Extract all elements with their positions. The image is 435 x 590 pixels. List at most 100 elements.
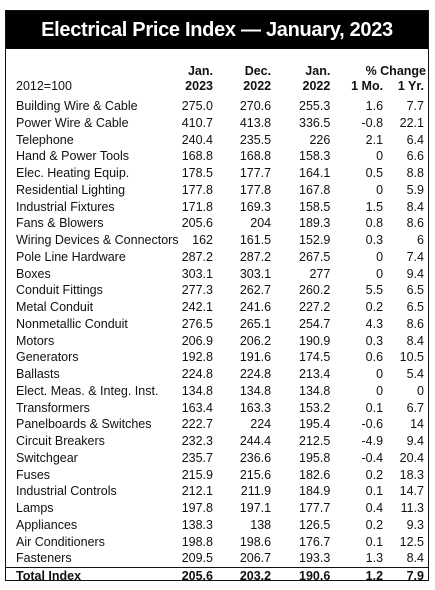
cell-jan2023: 192.8 bbox=[181, 350, 213, 365]
table-row: Pole Line Hardware 287.2 287.2 267.5 0 7.4 bbox=[6, 249, 428, 266]
cell-yr: 8.6 bbox=[406, 216, 424, 231]
cell-jan2023: 242.1 bbox=[181, 300, 213, 314]
cell-dec2022: 270.6 bbox=[239, 99, 272, 113]
cell-jan2023: 168.8 bbox=[181, 149, 213, 164]
cell-name: Wiring Devices & Connectors bbox=[16, 233, 179, 247]
cell-yr: 11.3 bbox=[400, 501, 424, 515]
page-title: Electrical Price Index — January, 2023 bbox=[6, 11, 428, 49]
col-dec2022-header-top: Dec. bbox=[244, 64, 272, 78]
cell-yr: 6.7 bbox=[406, 400, 424, 415]
cell-yr: 9.3 bbox=[406, 517, 424, 532]
table-row: Fuses 215.9 215.6 182.6 0.2 18.3 bbox=[6, 467, 428, 484]
cell-name: Fasteners bbox=[16, 551, 72, 566]
table-row: Industrial Fixtures 171.8 169.3 158.5 1.5 8.4 bbox=[6, 199, 428, 216]
col-jan2023-header-top: Jan. bbox=[187, 64, 213, 78]
cell-mo: 4.3 bbox=[365, 316, 384, 331]
cell-mo: 0 bbox=[376, 266, 384, 281]
table-row: Switchgear 235.7 236.6 195.8 -0.4 20.4 bbox=[6, 450, 428, 467]
cell-yr: 8.4 bbox=[406, 551, 424, 566]
cell-yr: 7.9 bbox=[387, 566, 428, 585]
cell-mo: 0.2 bbox=[365, 517, 384, 532]
cell-jan2023: 212.1 bbox=[181, 484, 213, 499]
table-row: Fans & Blowers 205.6 204 189.3 0.8 8.6 bbox=[6, 215, 428, 232]
pct-change-header: % Change bbox=[365, 64, 426, 78]
cell-jan2023: 197.8 bbox=[181, 501, 213, 515]
table-row: Motors 206.9 206.2 190.9 0.3 8.4 bbox=[6, 333, 428, 350]
cell-name: Power Wire & Cable bbox=[16, 115, 129, 130]
cell-yr: 7.4 bbox=[406, 249, 424, 264]
cell-yr: 8.4 bbox=[406, 199, 424, 214]
cell-dec2022: 215.6 bbox=[239, 467, 272, 482]
cell-name: Switchgear bbox=[16, 450, 78, 465]
cell-jan2022: 193.3 bbox=[299, 551, 331, 566]
cell-mo: 0 bbox=[376, 249, 384, 264]
cell-mo: 0.1 bbox=[365, 400, 384, 415]
cell-jan2023: 287.2 bbox=[181, 249, 213, 264]
cell-jan2022: 255.3 bbox=[299, 99, 331, 113]
cell-jan2022: 260.2 bbox=[299, 283, 331, 298]
cell-dec2022: 206.7 bbox=[239, 551, 272, 566]
cell-dec2022: 262.7 bbox=[239, 283, 272, 298]
cell-name: Generators bbox=[16, 350, 79, 365]
cell-jan2023: 224.8 bbox=[181, 367, 213, 381]
col-jan2023-header-bottom: 2023 bbox=[185, 79, 213, 93]
cell-yr: 8.8 bbox=[406, 166, 424, 180]
cell-dec2022: 169.3 bbox=[239, 199, 272, 214]
table-header: Jan. Dec. Jan. % Change 2012=100 2023 20… bbox=[6, 49, 428, 94]
cell-mo: 0 bbox=[376, 149, 384, 164]
cell-yr: 6.4 bbox=[406, 132, 424, 147]
cell-dec2022: 161.5 bbox=[239, 233, 272, 247]
cell-dec2022: 241.6 bbox=[239, 300, 272, 314]
cell-yr: 0 bbox=[417, 383, 424, 398]
cell-jan2022: 182.6 bbox=[299, 467, 331, 482]
table-row: Circuit Breakers 232.3 244.4 212.5 -4.9 9.4 bbox=[6, 433, 428, 450]
cell-jan2023: 209.5 bbox=[181, 551, 213, 566]
table-row: Telephone 240.4 235.5 226 2.1 6.4 bbox=[6, 132, 428, 149]
cell-name: Boxes bbox=[16, 266, 51, 281]
cell-jan2023: 232.3 bbox=[181, 434, 213, 448]
cell-mo: 0 bbox=[376, 182, 384, 197]
cell-name: Elec. Heating Equip. bbox=[16, 166, 130, 180]
cell-jan2023: 276.5 bbox=[181, 316, 213, 331]
cell-jan2022: 226 bbox=[309, 132, 331, 147]
cell-dec2022: 191.6 bbox=[239, 350, 272, 365]
cell-mo: -4.9 bbox=[361, 434, 384, 448]
table-row: Transformers 163.4 163.3 153.2 0.1 6.7 bbox=[6, 400, 428, 417]
cell-yr: 9.4 bbox=[406, 266, 424, 281]
table-row: Elec. Heating Equip. 178.5 177.7 164.1 0.5 8.… bbox=[6, 165, 428, 182]
table-row: Appliances 138.3 138 126.5 0.2 9.3 bbox=[6, 517, 428, 534]
cell-jan2023: 171.8 bbox=[181, 199, 213, 214]
cell-jan2022: 177.7 bbox=[299, 501, 331, 515]
cell-name: Fans & Blowers bbox=[16, 216, 104, 231]
cell-dec2022: 303.1 bbox=[239, 266, 272, 281]
cell-mo: 0.1 bbox=[365, 484, 384, 499]
cell-name: Residential Lighting bbox=[16, 182, 126, 197]
cell-yr: 6.5 bbox=[406, 300, 424, 314]
cell-mo: 0.2 bbox=[365, 300, 384, 314]
cell-dec2022: 204 bbox=[250, 216, 272, 231]
cell-mo: -0.6 bbox=[361, 417, 384, 432]
cell-dec2022: 168.8 bbox=[239, 149, 272, 164]
cell-dec2022: 265.1 bbox=[239, 316, 272, 331]
cell-dec2022: 138 bbox=[250, 517, 272, 532]
cell-name: Industrial Controls bbox=[16, 484, 117, 499]
cell-name: Motors bbox=[16, 333, 55, 348]
col-1yr-header: 1 Yr. bbox=[397, 79, 424, 93]
col-dec2022-header-bottom: 2022 bbox=[243, 79, 272, 93]
cell-dec2022: 211.9 bbox=[240, 484, 272, 499]
cell-jan2022: 158.3 bbox=[299, 149, 331, 164]
cell-jan2022: 190.9 bbox=[299, 333, 331, 348]
cell-dec2022: 244.4 bbox=[239, 434, 272, 448]
cell-jan2023: 205.6 bbox=[181, 216, 213, 231]
cell-dec2022: 224.8 bbox=[239, 367, 272, 381]
cell-dec2022: 206.2 bbox=[239, 333, 272, 348]
cell-name: Total Index bbox=[6, 566, 157, 585]
cell-jan2022: 277 bbox=[309, 266, 331, 281]
table-row: Air Conditioners 198.8 198.6 176.7 0.1 12.5 bbox=[6, 534, 428, 551]
cell-jan2023: 222.7 bbox=[181, 417, 213, 432]
cell-yr: 8.6 bbox=[406, 316, 424, 331]
cell-jan2022: 152.9 bbox=[299, 233, 331, 247]
cell-jan2022: 227.2 bbox=[299, 300, 331, 314]
col-1mo-header: 1 Mo. bbox=[351, 79, 384, 93]
cell-jan2022: 164.1 bbox=[299, 166, 331, 180]
